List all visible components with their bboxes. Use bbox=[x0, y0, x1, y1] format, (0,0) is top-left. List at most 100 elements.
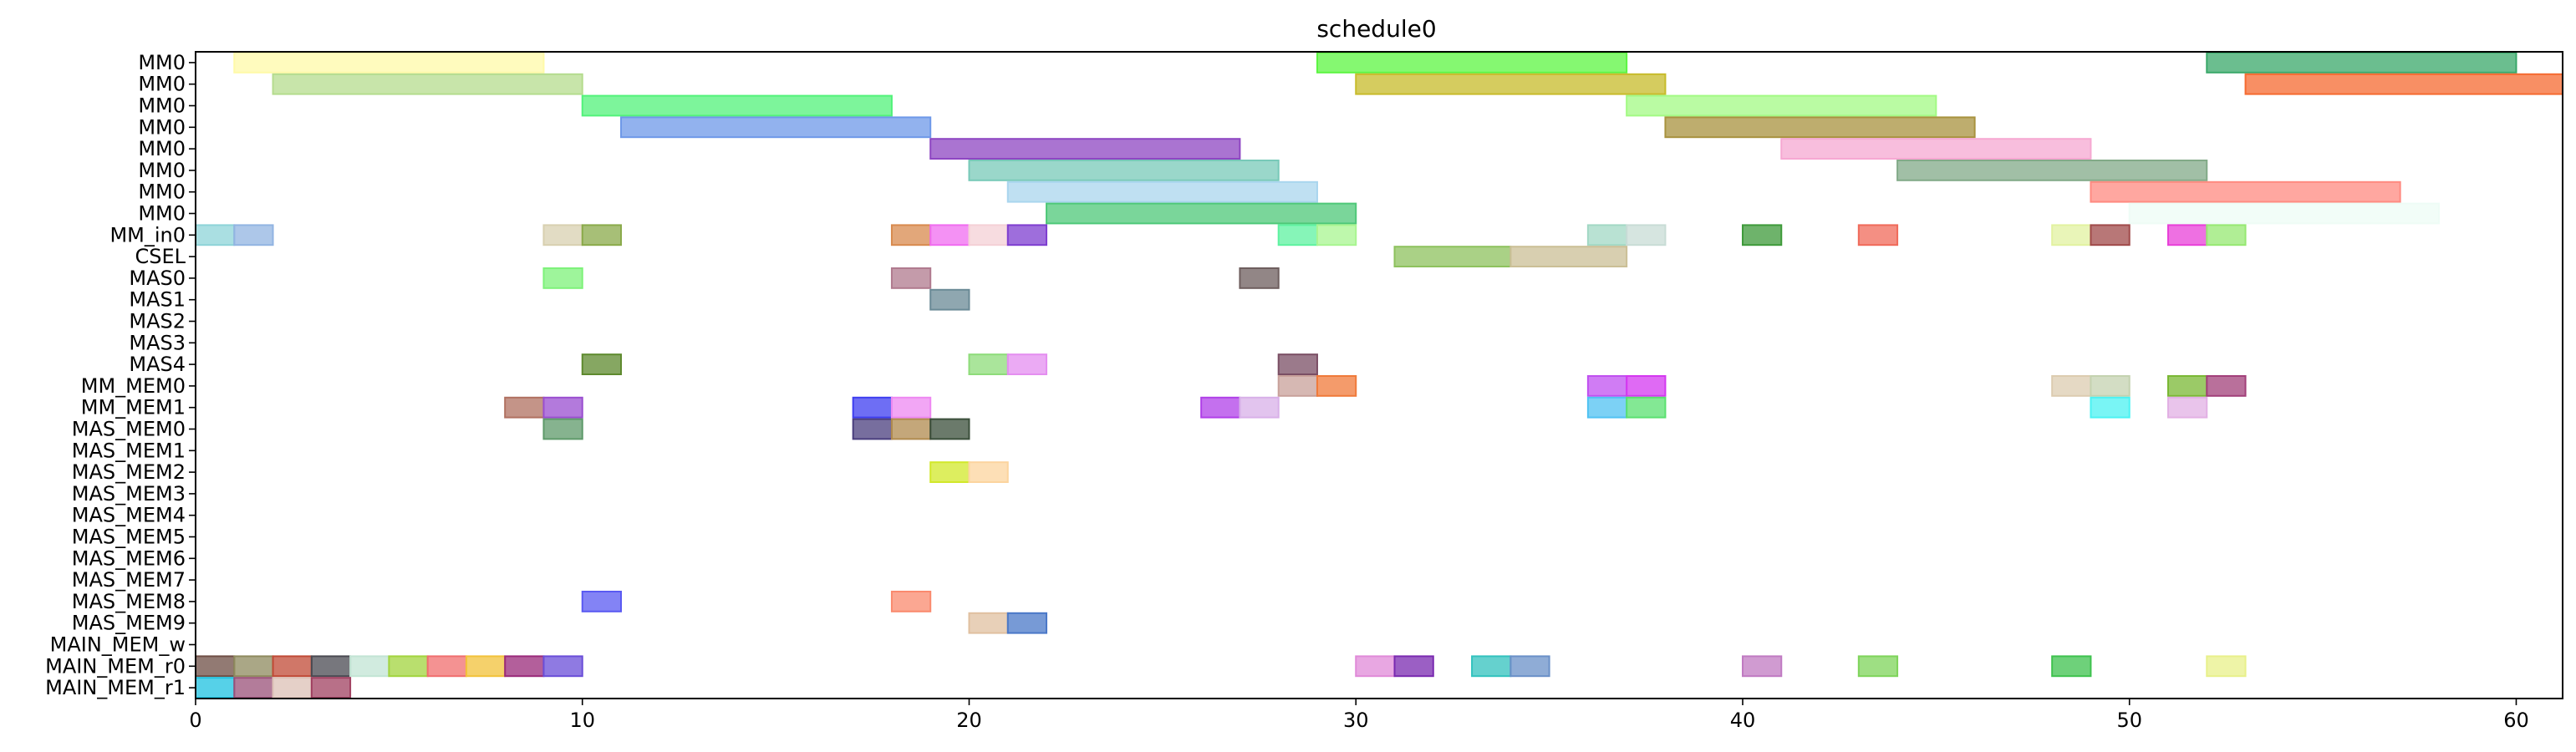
task-bar bbox=[1046, 202, 1357, 225]
task-bar bbox=[504, 396, 545, 419]
task-bar bbox=[968, 461, 1009, 484]
y-tick-label: MM0 bbox=[138, 137, 186, 160]
task-bar bbox=[2167, 396, 2208, 419]
y-tick-label: MM0 bbox=[138, 180, 186, 204]
y-tick-label: MAS_MEM7 bbox=[72, 568, 186, 592]
task-bar bbox=[233, 52, 545, 74]
y-tick-label: MM_MEM1 bbox=[81, 396, 186, 419]
y-tick-label: MAIN_MEM_w bbox=[50, 633, 186, 657]
task-bar bbox=[929, 224, 970, 246]
task-bar bbox=[2206, 375, 2247, 397]
task-bar bbox=[1316, 52, 1628, 74]
task-bar bbox=[581, 94, 893, 117]
task-bar bbox=[968, 160, 1280, 181]
task-bar bbox=[581, 353, 623, 376]
task-bar bbox=[310, 655, 352, 678]
task-bar bbox=[272, 655, 313, 678]
task-bar bbox=[542, 396, 583, 419]
plot-frame bbox=[195, 51, 2563, 699]
task-bar bbox=[1316, 375, 1357, 397]
task-bars bbox=[195, 52, 2564, 699]
task-bar bbox=[2206, 655, 2247, 678]
task-bar bbox=[929, 138, 1241, 160]
task-bar bbox=[968, 353, 1009, 376]
y-tick-label: MAS0 bbox=[129, 267, 186, 290]
task-bar bbox=[1316, 224, 1357, 246]
task-bar bbox=[1006, 224, 1048, 246]
task-bar bbox=[1857, 655, 1899, 678]
task-bar bbox=[1277, 353, 1318, 376]
task-bar bbox=[2128, 202, 2440, 225]
y-tick-label: MAS_MEM4 bbox=[72, 504, 186, 527]
task-bar bbox=[2244, 73, 2564, 95]
task-bar bbox=[968, 612, 1009, 634]
task-bar bbox=[929, 418, 970, 440]
task-bar bbox=[195, 224, 236, 246]
task-bar bbox=[1239, 267, 1280, 289]
task-bar bbox=[890, 591, 932, 612]
y-tick-label: MAS_MEM9 bbox=[72, 612, 186, 635]
task-bar bbox=[929, 288, 970, 311]
task-bar bbox=[1509, 246, 1628, 268]
task-bar bbox=[1393, 655, 1434, 678]
y-tick-label: MAS_MEM0 bbox=[72, 418, 186, 441]
y-axis: MM0MM0MM0MM0MM0MM0MM0MM0MM_in0CSELMAS0MA… bbox=[45, 51, 196, 699]
task-bar bbox=[1857, 224, 1899, 246]
y-tick-label: MM0 bbox=[138, 202, 186, 226]
y-tick-label: MM0 bbox=[138, 94, 186, 118]
task-bar bbox=[890, 418, 932, 440]
y-tick-label: MAS_MEM3 bbox=[72, 482, 186, 506]
task-bar bbox=[890, 267, 932, 289]
task-bar bbox=[1626, 396, 1667, 419]
y-tick-label: MAIN_MEM_r0 bbox=[45, 654, 186, 678]
y-tick-label: MM_in0 bbox=[109, 223, 186, 246]
task-bar bbox=[1586, 375, 1628, 397]
x-tick-label: 40 bbox=[1730, 709, 1756, 732]
task-bar bbox=[1626, 94, 1937, 117]
task-bar bbox=[581, 224, 623, 246]
task-bar bbox=[852, 418, 893, 440]
task-bar bbox=[620, 116, 932, 139]
task-bar bbox=[2051, 224, 2092, 246]
task-bar bbox=[852, 396, 893, 419]
task-bar bbox=[2051, 655, 2092, 678]
task-bar bbox=[1741, 224, 1783, 246]
task-bar bbox=[1393, 246, 1512, 268]
task-bar bbox=[1277, 224, 1318, 246]
task-bar bbox=[233, 677, 274, 699]
task-bar bbox=[1586, 224, 1628, 246]
task-bar bbox=[2090, 396, 2131, 419]
task-bar bbox=[1780, 138, 2092, 160]
task-bar bbox=[1006, 612, 1048, 634]
task-bar bbox=[1509, 655, 1550, 678]
task-bar bbox=[542, 418, 583, 440]
task-bar bbox=[233, 655, 274, 678]
y-tick-label: MAS3 bbox=[129, 331, 186, 354]
task-bar bbox=[2090, 375, 2131, 397]
x-tick-label: 30 bbox=[1343, 709, 1369, 732]
task-bar bbox=[1277, 375, 1318, 397]
y-tick-label: MM0 bbox=[138, 51, 186, 74]
y-tick-label: MAIN_MEM_r1 bbox=[45, 676, 186, 699]
task-bar bbox=[388, 655, 429, 678]
task-bar bbox=[504, 655, 545, 678]
y-tick-label: MAS_MEM8 bbox=[72, 590, 186, 613]
x-tick-label: 50 bbox=[2116, 709, 2142, 732]
task-bar bbox=[929, 461, 970, 484]
y-tick-label: MM0 bbox=[138, 159, 186, 182]
task-bar bbox=[1006, 353, 1048, 376]
x-tick-label: 20 bbox=[956, 709, 982, 732]
task-bar bbox=[1586, 396, 1628, 419]
task-bar bbox=[968, 224, 1009, 246]
task-bar bbox=[1471, 655, 1512, 678]
task-bar bbox=[1355, 73, 1667, 95]
task-bar bbox=[542, 267, 583, 289]
task-bar bbox=[1896, 160, 2208, 181]
task-bar bbox=[349, 655, 390, 678]
task-bar bbox=[542, 655, 583, 678]
y-tick-label: MAS2 bbox=[129, 310, 186, 333]
task-bar bbox=[1006, 180, 1318, 203]
task-bar bbox=[2090, 180, 2401, 203]
y-tick-label: MAS_MEM1 bbox=[72, 439, 186, 462]
task-bar bbox=[2051, 375, 2092, 397]
